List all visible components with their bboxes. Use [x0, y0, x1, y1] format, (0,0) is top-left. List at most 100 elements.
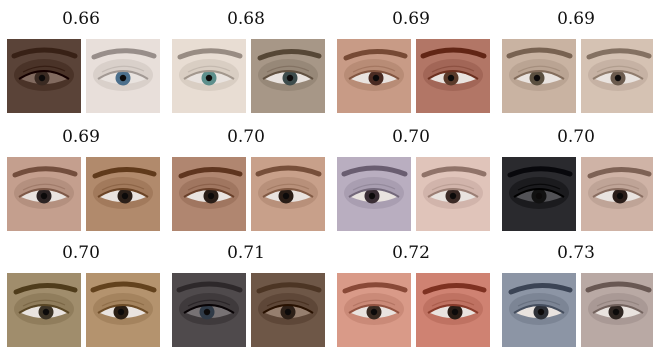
similarity-score: 0.70 [227, 127, 265, 147]
pupil [612, 308, 620, 316]
eyebrow [507, 166, 573, 178]
eyelid-crease [352, 65, 396, 73]
upper-eyelid [592, 304, 644, 314]
similarity-score: 0.69 [392, 9, 430, 29]
eye-image [7, 157, 81, 231]
eyebrow [257, 49, 322, 61]
eyelid-crease [22, 299, 66, 307]
eye-thumbnail-right [251, 157, 325, 231]
pupil [38, 74, 46, 82]
pupil [449, 192, 457, 200]
similarity-score: 0.70 [557, 127, 595, 147]
eyebrow [178, 167, 243, 179]
eye-thumbnail-right [251, 273, 325, 347]
eyelid-crease [352, 183, 396, 191]
eye-thumbnail-left [502, 273, 576, 347]
eye-image [416, 273, 490, 347]
eye-thumbnail-right [416, 39, 490, 113]
upper-eyelid [183, 188, 235, 198]
eye-pair: 0.69 [497, 5, 653, 115]
eyelid-crease [187, 299, 231, 307]
eye-image [502, 273, 576, 347]
eyebrow [421, 166, 487, 178]
eye-image [581, 273, 653, 347]
eye-thumbnail-left [502, 39, 576, 113]
eye-image [581, 39, 653, 113]
eyelid-crease [352, 299, 396, 307]
eyebrow [422, 283, 487, 295]
eyebrow [176, 281, 243, 293]
eye-pair: 0.70 [332, 123, 490, 233]
eye-thumbnail-left [7, 273, 81, 347]
upper-eyelid [348, 70, 400, 80]
eyelid-crease [431, 299, 475, 307]
eye-thumbnail-left [172, 273, 246, 347]
eyebrow [255, 165, 322, 177]
pupil [203, 308, 211, 316]
eye-thumbnail-left [502, 157, 576, 231]
upper-eyelid [18, 304, 70, 314]
eyelid-crease [101, 65, 145, 73]
eye-pair: 0.69 [332, 5, 490, 115]
eyelid-crease [101, 183, 145, 191]
pupil [533, 74, 541, 82]
eye-thumbnail-right [86, 157, 160, 231]
eyebrow [92, 167, 157, 179]
similarity-score: 0.71 [227, 243, 265, 263]
eyelid-crease [517, 183, 561, 191]
eye-image [86, 273, 160, 347]
eye-image [7, 39, 81, 113]
eyelid-crease [187, 183, 231, 191]
eyelid-crease [596, 299, 640, 307]
upper-eyelid [427, 304, 479, 314]
similarity-score: 0.68 [227, 9, 265, 29]
eyebrow [12, 166, 78, 178]
eyebrow [177, 48, 243, 60]
eye-image [7, 273, 81, 347]
eye-image [172, 39, 246, 113]
eye-image [251, 39, 325, 113]
eyelid-crease [596, 183, 640, 191]
pupil [286, 74, 294, 82]
eye-thumbnail-left [337, 39, 411, 113]
upper-eyelid [97, 70, 149, 80]
eye-image [337, 39, 411, 113]
pupil [42, 308, 50, 316]
pupil [614, 74, 622, 82]
eyelid-crease [431, 183, 475, 191]
pupil [207, 192, 215, 200]
pupil [451, 308, 459, 316]
similarity-score: 0.66 [62, 9, 100, 29]
eye-pair: 0.68 [167, 5, 325, 115]
eye-thumbnail-left [172, 39, 246, 113]
pupil [284, 308, 292, 316]
upper-eyelid [513, 70, 565, 80]
eye-thumbnail-right [581, 273, 653, 347]
eyebrow [13, 283, 78, 295]
eye-image [337, 157, 411, 231]
pupil [372, 74, 380, 82]
eyelid-crease [431, 65, 475, 73]
pupil [535, 192, 543, 200]
eye-thumbnail-right [416, 157, 490, 231]
eye-pair: 0.73 [497, 239, 653, 349]
upper-eyelid [262, 304, 314, 314]
eye-thumbnail-left [337, 273, 411, 347]
eyebrow [11, 47, 78, 59]
eye-pair: 0.70 [2, 239, 160, 349]
eyelid-crease [22, 183, 66, 191]
eye-thumbnail-right [416, 273, 490, 347]
eyebrow [508, 283, 573, 295]
pupil [121, 192, 129, 200]
figure: { "figure": { "pairs": [ {"score": "0.66… [7, 5, 653, 347]
eye-image [251, 157, 325, 231]
similarity-score: 0.70 [62, 243, 100, 263]
upper-eyelid [183, 304, 235, 314]
upper-eyelid [592, 70, 644, 80]
similarity-score: 0.69 [62, 127, 100, 147]
upper-eyelid [183, 70, 235, 80]
eyebrow [342, 282, 408, 294]
similarity-score: 0.69 [557, 9, 595, 29]
eye-pair: 0.70 [497, 123, 653, 233]
eyelid-crease [596, 65, 640, 73]
